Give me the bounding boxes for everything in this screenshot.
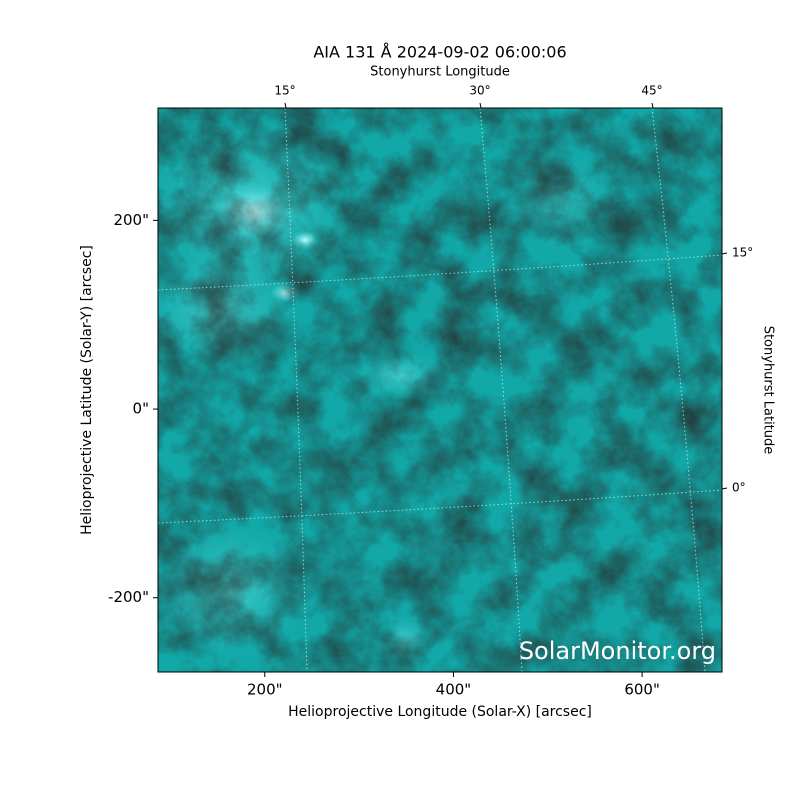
top-axis-label: Stonyhurst Longitude bbox=[370, 65, 510, 80]
right-tick-label: 0° bbox=[732, 481, 746, 495]
y-axis-label: Helioprojective Latitude (Solar-Y) [arcs… bbox=[79, 245, 95, 535]
watermark: SolarMonitor.org bbox=[519, 637, 716, 665]
right-axis-label: Stonyhurst Latitude bbox=[761, 326, 776, 455]
top-tick-label: 15° bbox=[274, 84, 295, 98]
top-tick bbox=[479, 102, 482, 109]
y-tick-label: -200" bbox=[108, 588, 149, 606]
chart-title: AIA 131 Å 2024-09-02 06:00:06 bbox=[313, 43, 566, 62]
right-tick-label: 15° bbox=[732, 246, 753, 260]
y-tick-label: 0" bbox=[133, 400, 149, 418]
right-tick bbox=[721, 487, 728, 490]
solar-image bbox=[158, 108, 722, 672]
top-tick-label: 45° bbox=[641, 84, 662, 98]
top-tick-label: 30° bbox=[469, 84, 490, 98]
top-tick bbox=[284, 102, 287, 109]
y-tick-label: 200" bbox=[113, 211, 149, 229]
x-tick-label: 400" bbox=[436, 681, 472, 699]
x-tick-label: 600" bbox=[624, 681, 660, 699]
top-tick bbox=[651, 102, 654, 109]
x-axis-label: Helioprojective Longitude (Solar-X) [arc… bbox=[288, 704, 592, 720]
right-tick bbox=[721, 252, 728, 255]
frame bbox=[157, 107, 723, 673]
x-tick-label: 200" bbox=[247, 681, 283, 699]
